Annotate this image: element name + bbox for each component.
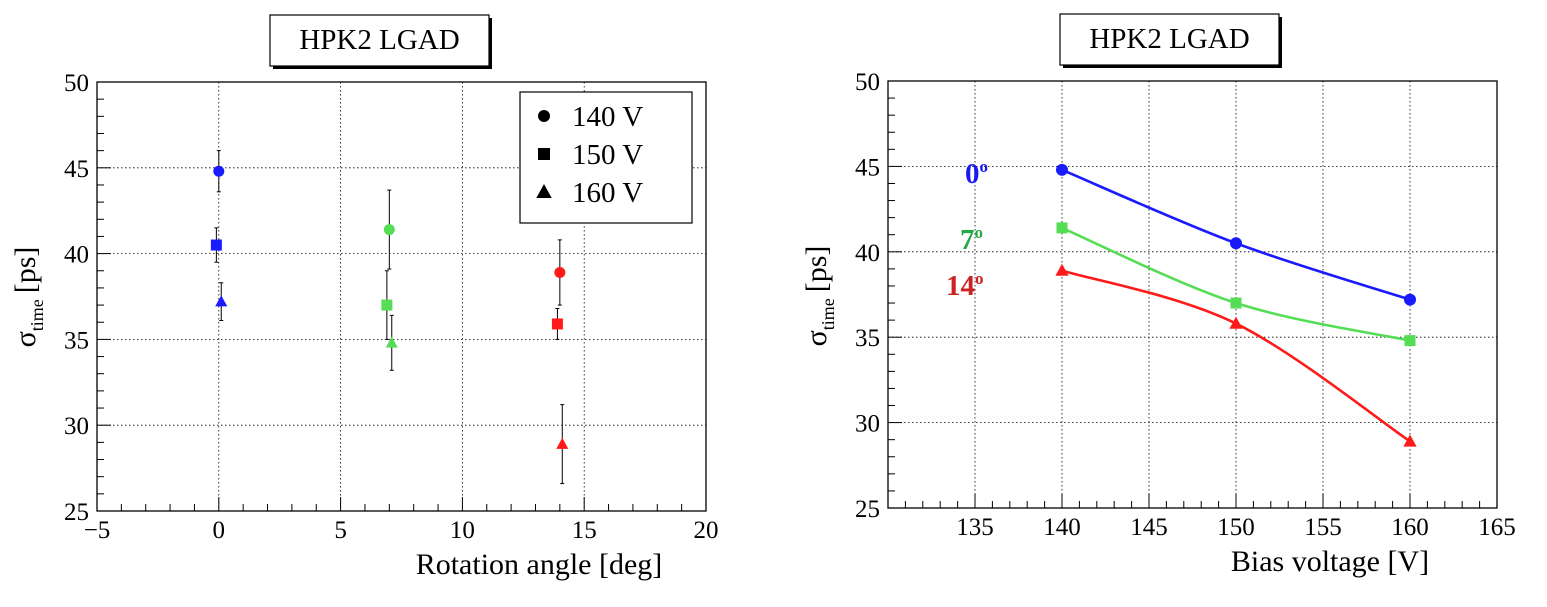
left-data-point-triangle [385,336,398,348]
right-series-label-degree: o [975,223,984,242]
left-y-tick-label: 40 [64,242,89,269]
right-chart-title: HPK2 LGAD [1089,23,1249,55]
right-series-label: 14o [946,269,984,302]
left-x-tick-label: 20 [694,517,719,544]
left-data-point-square [210,239,222,251]
left-legend-marker-circle [538,110,550,122]
right-x-tick-label: 160 [1391,514,1429,541]
left-data-point-circle [554,266,566,278]
left-y-axis-label: σtime [ps] [9,247,47,348]
right-y-axis-subscript: time [818,298,838,330]
right-data-point-square [1056,222,1068,234]
right-y-axis-label: σtime [ps] [800,246,838,347]
right-y-axis-unit: [ps] [800,246,833,293]
left-y-tick-label: 35 [64,327,89,354]
left-chart-title: HPK2 LGAD [299,24,459,56]
right-x-tick-label: 155 [1304,514,1342,541]
left-legend-marker-square [538,148,550,160]
right-data-point-triangle [1229,316,1243,329]
left-plot-frame [96,81,707,512]
left-y-tick-label: 30 [64,413,89,440]
right-data-point-triangle [1055,263,1069,276]
left-x-tick-label: 10 [450,517,475,544]
left-legend-label: 150 V [572,139,643,171]
right-x-tick-label: 150 [1217,514,1255,541]
right-x-tick-label: 165 [1478,514,1516,541]
right-x-tick-label: 145 [1130,514,1168,541]
left-data-point-square [551,318,563,330]
left-ticks [96,81,707,512]
right-data-point-circle [1230,237,1242,250]
left-y-tick-label: 50 [64,70,89,97]
left-chart: HPK2 LGAD −5 0 5 10 15 20 25 30 35 40 45 50 Rotation … [9,14,719,581]
right-ticks [887,80,1498,509]
left-y-tick-label: 45 [64,156,89,183]
right-data-point-circle [1404,293,1416,306]
left-grid [97,82,706,511]
right-series-label-degree: o [975,269,984,288]
left-title-box [269,14,490,67]
left-legend-label: 140 V [572,101,643,133]
left-x-tick-label: 15 [572,517,597,544]
left-data-point-square [381,299,393,311]
left-x-tick-label: 0 [213,517,226,544]
left-y-axis-subscript: time [27,299,47,331]
right-y-tick-label: 25 [855,496,880,523]
right-data-point-circle [1056,163,1068,176]
left-data-point-triangle [556,437,569,449]
left-x-tick-label: 5 [334,517,347,544]
right-series-label-degree: o [980,157,989,176]
right-y-tick-label: 30 [855,411,880,438]
right-series-label-value: 14 [946,270,975,302]
left-data-point-circle [213,165,225,177]
left-y-axis-unit: [ps] [9,247,42,294]
left-x-axis-label: Rotation angle [deg] [416,548,663,581]
left-x-tick-label: −5 [84,517,111,544]
right-series-label: 7o [960,223,983,256]
right-y-tick-label: 50 [855,69,880,96]
right-x-axis-label: Bias voltage [V] [1231,545,1429,578]
right-x-tick-label: 135 [956,514,994,541]
right-y-tick-label: 40 [855,240,880,267]
right-plot-frame [887,80,1498,509]
left-data-point-triangle [215,295,228,307]
right-data-point-square [1404,335,1416,347]
left-legend-marker-triangle [536,183,552,199]
left-legend-label: 160 V [572,177,643,209]
right-data-point-triangle [1403,434,1417,447]
right-title-box [1059,13,1280,66]
right-data-point-square [1230,297,1242,309]
right-series-label: 0o [965,157,988,190]
left-y-axis-symbol: σ [9,331,42,347]
left-data-point-circle [383,224,395,236]
left-legend: 140 V 150 V 160 V [519,91,693,224]
right-y-axis-symbol: σ [800,330,833,346]
left-y-tick-label: 25 [64,499,89,526]
right-y-tick-label: 45 [855,154,880,181]
right-series-label-value: 0 [965,158,980,190]
right-series-line [1061,269,1411,443]
right-series-label-value: 7 [960,224,975,256]
right-y-tick-label: 35 [855,325,880,352]
right-x-tick-label: 140 [1043,514,1081,541]
